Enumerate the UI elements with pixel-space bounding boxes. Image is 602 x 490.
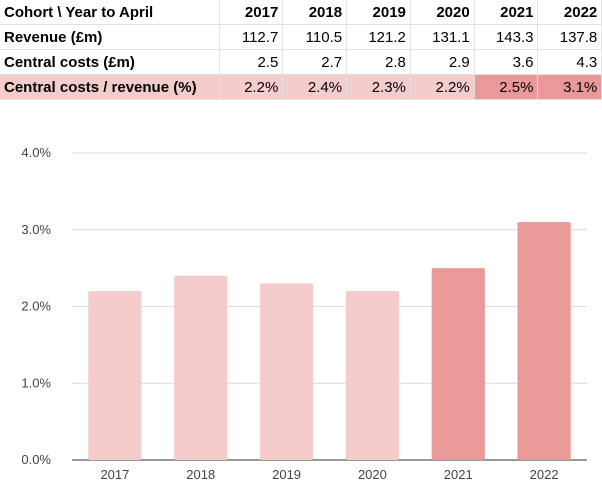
x-axis-ticks: 2017 2018 2019 2020 2021 2022 — [100, 467, 558, 482]
table-cell: 110.5 — [282, 24, 348, 50]
table-cell: 2.2% — [410, 74, 475, 100]
table-cell: 2.3% — [346, 74, 411, 100]
table-cell: 112.7 — [219, 24, 284, 50]
table-cell: 2.9 — [410, 49, 475, 75]
bar-chart: 0.0% 1.0% 2.0% 3.0% 4.0% 2017 2018 2019 2020 202… — [21, 145, 587, 482]
year-header: 2020 — [410, 0, 475, 25]
table-cell: 2.5 — [219, 49, 284, 75]
table-cell: 137.8 — [537, 24, 602, 50]
bar-2021 — [431, 268, 485, 460]
bars — [88, 222, 571, 460]
table-cell: 2.8 — [346, 49, 411, 75]
data-table: Cohort \ Year to April 2017 2018 2019 20… — [0, 0, 602, 100]
table-cell: 2.7 — [282, 49, 348, 75]
table-cell: 2.5% — [474, 74, 539, 100]
row-label: Central costs / revenue (%) — [0, 74, 220, 100]
y-tick-label: 3.0% — [21, 222, 51, 237]
year-header: 2019 — [346, 0, 411, 25]
table-cell: 131.1 — [410, 24, 475, 50]
table-cell: 4.3 — [537, 49, 602, 75]
bar-2020 — [345, 291, 400, 460]
table-cell: 2.4% — [282, 74, 348, 100]
year-header: 2022 — [537, 0, 602, 25]
table-cell: 3.1% — [537, 74, 602, 100]
x-tick-label: 2017 — [100, 467, 129, 482]
y-tick-label: 0.0% — [21, 452, 51, 467]
table-cell: 121.2 — [346, 24, 411, 50]
gridlines — [72, 152, 587, 461]
table-cell: 2.2% — [219, 74, 284, 100]
year-header: 2021 — [474, 0, 539, 25]
bar-2018 — [174, 275, 228, 460]
year-header: 2018 — [282, 0, 348, 25]
bar-2017 — [88, 291, 142, 460]
table-row-highlighted: Central costs / revenue (%) 2.2% 2.4% 2.… — [0, 74, 602, 100]
y-tick-label: 1.0% — [21, 375, 51, 390]
row-label: Revenue (£m) — [0, 24, 220, 50]
row-label: Central costs (£m) — [0, 49, 220, 75]
bar-2022 — [517, 222, 571, 460]
year-header: 2017 — [219, 0, 284, 25]
table-row: Central costs (£m) 2.5 2.7 2.8 2.9 3.6 4… — [0, 49, 602, 75]
bar-2019 — [259, 283, 314, 460]
x-tick-label: 2020 — [358, 467, 387, 482]
x-tick-label: 2018 — [186, 467, 215, 482]
table-cell: 3.6 — [474, 49, 539, 75]
table-cell: 143.3 — [474, 24, 539, 50]
y-tick-label: 2.0% — [21, 299, 51, 314]
x-tick-label: 2019 — [272, 467, 301, 482]
y-axis-ticks: 0.0% 1.0% 2.0% 3.0% 4.0% — [21, 145, 51, 467]
x-tick-label: 2022 — [530, 467, 559, 482]
table-header-label: Cohort \ Year to April — [0, 0, 220, 25]
y-tick-label: 4.0% — [21, 145, 51, 160]
table-row: Revenue (£m) 112.7 110.5 121.2 131.1 143… — [0, 24, 602, 50]
table-header-row: Cohort \ Year to April 2017 2018 2019 20… — [0, 0, 602, 25]
x-tick-label: 2021 — [444, 467, 473, 482]
